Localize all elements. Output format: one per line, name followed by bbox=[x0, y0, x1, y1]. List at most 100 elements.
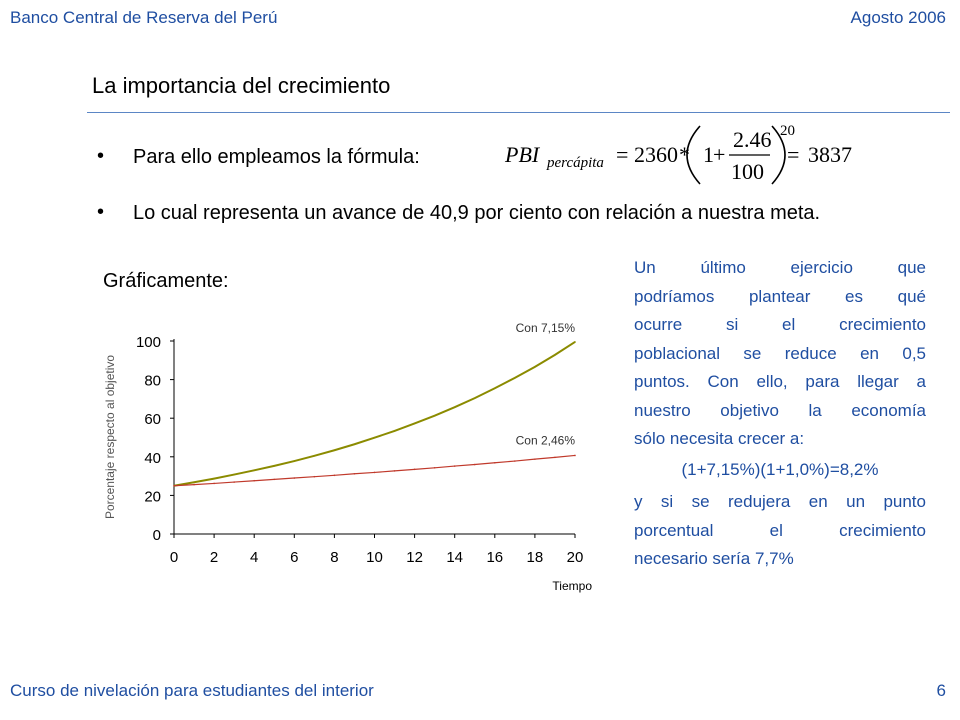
data-point bbox=[393, 470, 396, 472]
data-point bbox=[233, 473, 235, 476]
formula-result: 3837 bbox=[808, 142, 852, 167]
series-line bbox=[173, 341, 576, 487]
data-point bbox=[253, 469, 255, 472]
data-point bbox=[554, 456, 556, 459]
formula-multiply: * bbox=[679, 142, 690, 167]
bullet-marker: • bbox=[97, 145, 105, 167]
data-point bbox=[514, 377, 516, 379]
data-point bbox=[233, 481, 235, 483]
data-point bbox=[293, 477, 296, 479]
left-paren-icon bbox=[686, 125, 701, 185]
data-point bbox=[253, 479, 255, 482]
data-point bbox=[473, 463, 476, 466]
x-tick-label: 4 bbox=[250, 549, 258, 566]
data-point bbox=[433, 467, 436, 469]
formula-plus: + bbox=[713, 142, 725, 167]
data-point bbox=[293, 460, 296, 462]
data-point bbox=[313, 475, 316, 478]
data-point bbox=[173, 484, 175, 487]
formula-numerator: 2.46 bbox=[733, 127, 772, 152]
side-note-line: poblacional se reduce en 0,5 bbox=[634, 343, 926, 363]
x-tick-label: 10 bbox=[366, 549, 383, 566]
bullet-text: Lo cual representa un avance de 40,9 por… bbox=[133, 202, 821, 224]
y-tick-label: 0 bbox=[153, 527, 161, 544]
formula-lhs-subscript: percápita bbox=[546, 155, 604, 171]
series-label: Con 2,46% bbox=[516, 433, 576, 447]
data-point bbox=[534, 458, 536, 460]
formula-lhs: PBI bbox=[504, 142, 541, 167]
data-point bbox=[413, 468, 416, 471]
page-title: La importancia del crecimiento bbox=[92, 73, 391, 98]
y-tick-label: 40 bbox=[144, 450, 161, 467]
data-point bbox=[494, 461, 496, 464]
side-note-line: ocurre si el crecimiento bbox=[634, 315, 926, 334]
side-note-line: nuestro objetivo la economía bbox=[634, 400, 926, 420]
data-point bbox=[534, 366, 536, 368]
formula-base: 2360 bbox=[634, 142, 678, 167]
growth-chart: 0 20 40 60 80 100 0 2 4 6 8 10 12 14 16 18 20 Tiempo Porce… bbox=[103, 321, 592, 593]
data-point bbox=[273, 465, 276, 467]
x-axis-label: Tiempo bbox=[552, 579, 592, 593]
x-tick-label: 12 bbox=[406, 549, 423, 566]
x-tick-label: 0 bbox=[170, 549, 178, 566]
y-axis-label: Porcentaje respecto al objetivo bbox=[103, 355, 117, 519]
side-note-line: puntos. Con ello, para llegar a bbox=[634, 372, 926, 391]
data-point bbox=[193, 483, 195, 486]
data-point bbox=[574, 341, 576, 343]
header-institution: Banco Central de Reserva del Perú bbox=[10, 8, 278, 27]
side-note-line: necesario sería 7,7% bbox=[634, 549, 794, 568]
right-paren-icon bbox=[771, 125, 786, 185]
data-point bbox=[574, 454, 576, 457]
series-line bbox=[173, 454, 576, 487]
x-tick-label: 14 bbox=[446, 549, 463, 566]
page-number: 6 bbox=[936, 681, 946, 700]
bullet-text: Para ello empleamos la fórmula: bbox=[133, 146, 420, 168]
data-point bbox=[333, 449, 336, 452]
side-equation: (1+7,15%)(1+1,0%)=8,2% bbox=[681, 459, 879, 479]
formula-exponent: 20 bbox=[780, 123, 795, 139]
data-point bbox=[554, 354, 556, 356]
data-point bbox=[453, 465, 456, 467]
side-note: Un último ejercicio que podríamos plantea… bbox=[634, 254, 926, 574]
data-point bbox=[273, 478, 276, 481]
formula-equals: = bbox=[787, 142, 799, 167]
side-note-line: sólo necesita crecer a: bbox=[634, 429, 805, 448]
data-point bbox=[213, 477, 215, 480]
side-note-line: y si se redujera en un punto bbox=[634, 492, 926, 511]
data-point bbox=[514, 460, 516, 462]
data-point bbox=[353, 443, 356, 446]
footer-course: Curso de nivelación para estudiantes del… bbox=[10, 681, 374, 700]
y-tick-label: 60 bbox=[144, 411, 161, 428]
x-tick-label: 6 bbox=[290, 549, 298, 566]
data-point bbox=[193, 481, 195, 484]
data-point bbox=[413, 422, 416, 425]
y-tick-label: 20 bbox=[144, 488, 161, 505]
data-point bbox=[373, 471, 376, 474]
data-point bbox=[213, 482, 215, 485]
y-tick-label: 100 bbox=[136, 334, 161, 351]
y-tick-label: 80 bbox=[144, 373, 161, 390]
formula: PBI percápita = 2360 * 1 + 2.46 100 20 =… bbox=[504, 123, 852, 185]
side-note-line: podríamos plantear es qué bbox=[634, 286, 926, 306]
data-point bbox=[313, 455, 316, 457]
data-point bbox=[473, 397, 476, 399]
x-tick-label: 8 bbox=[330, 549, 338, 566]
data-point bbox=[433, 414, 436, 417]
graph-label: Gráficamente: bbox=[103, 270, 229, 292]
x-tick-label: 18 bbox=[527, 549, 544, 566]
header-date: Agosto 2006 bbox=[850, 8, 946, 27]
bullet-marker: • bbox=[97, 201, 105, 223]
data-point bbox=[393, 430, 396, 432]
x-tick-label: 16 bbox=[486, 549, 503, 566]
title-divider bbox=[87, 112, 950, 113]
formula-denominator: 100 bbox=[731, 159, 764, 184]
side-note-line: Un último ejercicio que bbox=[634, 258, 926, 277]
x-tick-label: 20 bbox=[567, 549, 584, 566]
data-point bbox=[373, 436, 376, 439]
data-point bbox=[494, 387, 496, 390]
formula-one: 1 bbox=[703, 142, 714, 167]
data-point bbox=[353, 472, 356, 475]
data-point bbox=[453, 406, 456, 408]
x-tick-label: 2 bbox=[210, 549, 218, 566]
formula-equals: = bbox=[616, 142, 628, 167]
